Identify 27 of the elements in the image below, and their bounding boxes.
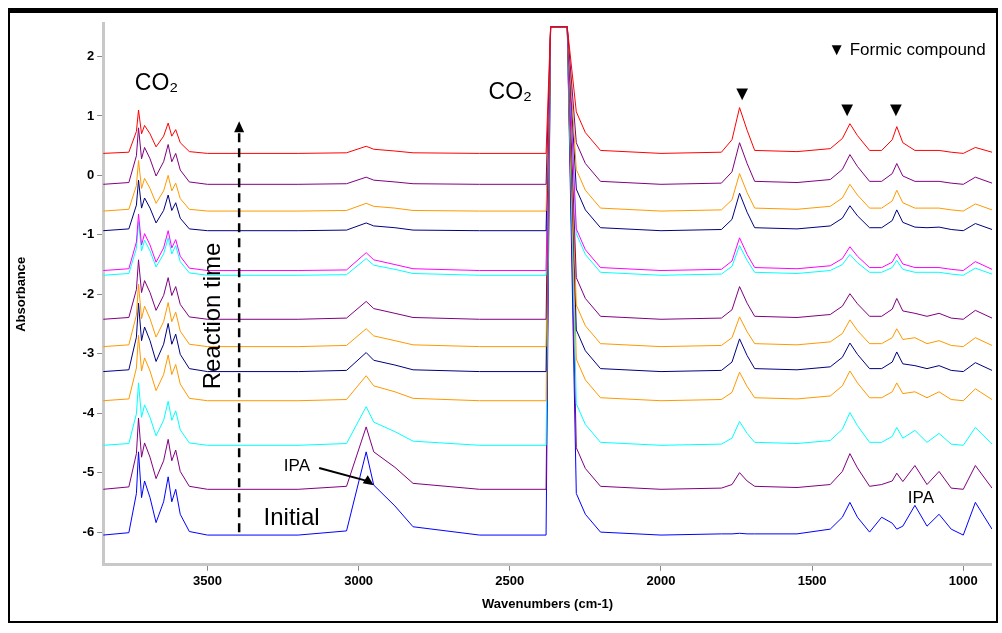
x-tick-label: 3000 bbox=[344, 573, 374, 589]
x-tick-label: 3500 bbox=[193, 573, 222, 589]
y-tick-label: -6 bbox=[82, 523, 95, 539]
x-tick-label: 2000 bbox=[646, 573, 676, 589]
annotation: CO₂ bbox=[134, 68, 179, 95]
y-tick-label: -4 bbox=[82, 404, 95, 420]
x-tick-label: 1500 bbox=[797, 573, 827, 589]
y-tick-label: -5 bbox=[82, 464, 95, 480]
annotation: ▼ bbox=[732, 81, 753, 104]
y-tick-label: -1 bbox=[82, 226, 95, 242]
y-tick-label: 2 bbox=[86, 48, 95, 64]
annotation: ▼ bbox=[886, 98, 906, 121]
annotation: ▼ Formic compound bbox=[828, 40, 986, 59]
y-tick-label: 1 bbox=[86, 107, 95, 123]
x-tick-label: 2500 bbox=[495, 573, 525, 589]
y-tick-label: 0 bbox=[86, 166, 95, 182]
x-tick-label: 1000 bbox=[948, 573, 978, 589]
annotation: IPA bbox=[283, 456, 311, 476]
annotation: ▼ bbox=[837, 98, 858, 121]
annotation: CO₂ bbox=[488, 78, 532, 105]
x-axis-title: Wavenumbers (cm-1) bbox=[482, 595, 614, 611]
y-tick-label: -3 bbox=[82, 345, 95, 361]
annotation: Reaction time bbox=[198, 242, 225, 390]
y-axis-title: Absorbance bbox=[13, 256, 29, 332]
annotation: IPA bbox=[907, 487, 935, 507]
annotation: Initial bbox=[263, 502, 320, 530]
y-tick-label: -2 bbox=[82, 285, 95, 301]
